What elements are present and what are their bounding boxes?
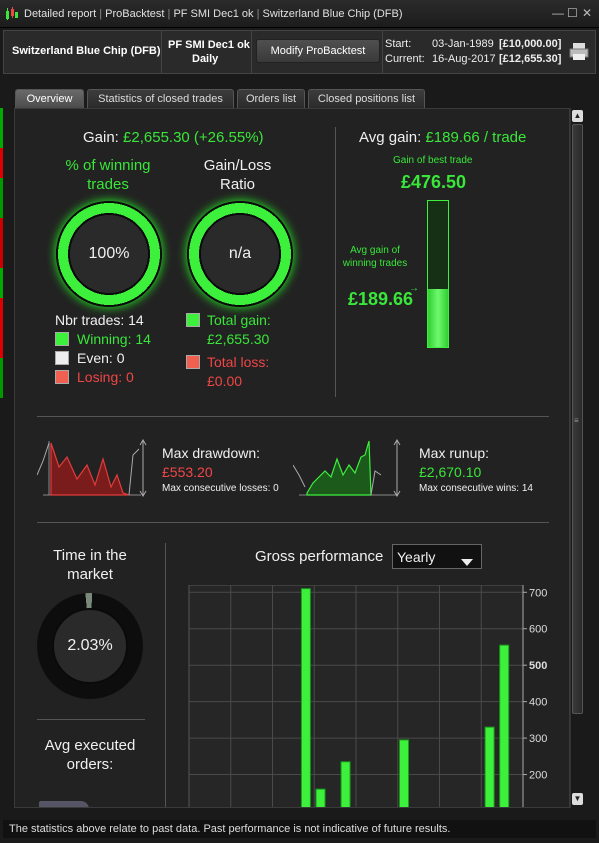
divider-2	[37, 522, 549, 523]
modify-probacktest-button[interactable]: Modify ProBacktest	[256, 39, 380, 63]
y-tick-label: 400	[529, 697, 547, 709]
avg-gain-line: Avg gain: £189.66 / trade	[359, 129, 527, 146]
even-swatch	[55, 351, 69, 365]
vertical-scrollbar[interactable]: ▲ ≡ ▼	[570, 108, 584, 808]
close-button[interactable]: ✕	[582, 6, 593, 20]
max-runup-label: Max runup:	[419, 445, 490, 461]
start-label: Start:	[385, 38, 412, 50]
even-count: Even: 0	[77, 350, 125, 366]
system-cell: PF SMI Dec1 ok Daily	[162, 31, 252, 73]
runup-sparkline	[292, 435, 403, 501]
divider-1	[37, 416, 549, 417]
time-market-title: Time in the market	[53, 547, 127, 583]
orders-gauge-peek	[39, 801, 89, 807]
overview-panel: Gain: £2,655.30 (+26.55%) % of winning t…	[14, 108, 570, 808]
ratio-donut	[187, 201, 293, 307]
period-dropdown[interactable]: Yearly	[392, 544, 482, 569]
scroll-up-icon[interactable]: ▲	[572, 110, 583, 122]
winning-count: Winning: 14	[77, 331, 151, 347]
bar	[484, 726, 495, 807]
start-capital: [£10,000.00]	[499, 38, 562, 50]
ratio-title: Gain/Loss Ratio	[203, 157, 272, 193]
winning-donut	[56, 201, 162, 307]
total-loss-value: £0.00	[207, 373, 243, 389]
divider-4	[165, 543, 166, 807]
avg-winning-value: £189.66	[348, 289, 414, 309]
gross-performance-label: Gross performance	[255, 548, 384, 565]
current-label: Current:	[385, 53, 425, 65]
tab-orders-list[interactable]: Orders list	[237, 89, 305, 109]
divider-3	[37, 719, 145, 720]
winning-swatch	[55, 332, 69, 346]
title-bar: Detailed report | ProBacktest | PF SMI D…	[0, 0, 599, 28]
best-trade-value: £476.50	[401, 172, 467, 192]
best-trade-label: Gain of best trade	[393, 155, 473, 166]
gain-line: Gain: £2,655.30 (+26.55%)	[83, 129, 264, 146]
chevron-down-icon	[461, 554, 473, 572]
ratio-donut-value: n/a	[228, 245, 252, 262]
scroll-down-icon[interactable]: ▼	[572, 793, 583, 805]
max-drawdown-value: £553.20	[162, 464, 213, 480]
time-market-donut-center	[52, 608, 128, 684]
start-date: 03-Jan-1989	[432, 38, 494, 50]
current-capital: [£12,655.30]	[499, 53, 562, 65]
bar	[499, 644, 510, 807]
losing-count: Losing: 0	[77, 369, 134, 385]
chart-svg: 700 600 500 400 300 200	[188, 584, 547, 807]
avg-arrow-icon: →	[409, 283, 419, 294]
avg-gain-value: £189.66 / trade	[425, 129, 527, 146]
bar	[399, 739, 410, 807]
candlestick-icon	[5, 7, 19, 21]
y-tick-label: 200	[529, 770, 547, 782]
total-loss-swatch	[186, 355, 200, 369]
losing-swatch	[55, 370, 69, 384]
section-divider	[335, 127, 336, 397]
bar	[300, 588, 311, 807]
period-selected: Yearly	[397, 549, 436, 565]
time-market-value: 2.03%	[67, 637, 113, 654]
max-drawdown-label: Max drawdown:	[162, 445, 261, 461]
y-tick-label: 300	[529, 733, 547, 745]
total-gain-value: £2,655.30	[207, 331, 270, 347]
avg-gain-fill	[428, 288, 448, 347]
grip-icon: ≡	[574, 416, 579, 425]
report-header: Switzerland Blue Chip (DFB) PF SMI Dec1 …	[3, 30, 596, 74]
max-consecutive-losses: Max consecutive losses: 0	[162, 483, 279, 494]
tab-statistics-closed-trades[interactable]: Statistics of closed trades	[87, 89, 234, 109]
timeframe: Daily	[192, 53, 219, 65]
gross-performance-chart: 700 600 500 400 300 200	[187, 584, 557, 807]
scroll-thumb[interactable]	[572, 124, 583, 714]
nbr-trades: Nbr trades: 14	[55, 312, 144, 328]
gain-bar	[427, 200, 449, 348]
tab-closed-positions-list[interactable]: Closed positions list	[308, 89, 425, 109]
total-gain-label: Total gain:	[207, 312, 271, 328]
minimize-button[interactable]: —	[552, 6, 564, 20]
drawdown-sparkline	[36, 435, 147, 501]
total-gain-swatch	[186, 313, 200, 327]
y-tick-label: 500	[529, 660, 547, 672]
background-window-strip	[0, 108, 3, 468]
avg-winning-label: Avg gain of winning trades	[342, 245, 408, 269]
total-loss-label: Total loss:	[207, 354, 270, 370]
y-tick-label: 700	[529, 587, 547, 599]
disclaimer-footer: The statistics above relate to past data…	[3, 820, 596, 838]
winning-donut-value: 100%	[88, 245, 130, 262]
avg-orders-title: Avg executed orders:	[44, 737, 136, 773]
max-runup-value: £2,670.10	[419, 464, 482, 480]
maximize-button[interactable]: ☐	[567, 6, 578, 20]
max-consecutive-wins: Max consecutive wins: 14	[419, 483, 533, 494]
tab-overview[interactable]: Overview	[15, 89, 84, 109]
winning-trades-title: % of winning trades	[65, 157, 151, 193]
instrument-cell: Switzerland Blue Chip (DFB)	[4, 31, 162, 73]
instrument-name: Switzerland Blue Chip (DFB)	[12, 45, 161, 57]
gain-value: £2,655.30 (+26.55%)	[123, 129, 264, 146]
system-name: PF SMI Dec1 ok	[168, 39, 250, 51]
window-title: Detailed report | ProBacktest | PF SMI D…	[24, 8, 403, 20]
bar	[315, 788, 326, 807]
bar	[340, 761, 351, 807]
print-icon[interactable]	[569, 41, 589, 66]
current-date: 16-Aug-2017	[432, 53, 496, 65]
y-tick-label: 600	[529, 624, 547, 636]
